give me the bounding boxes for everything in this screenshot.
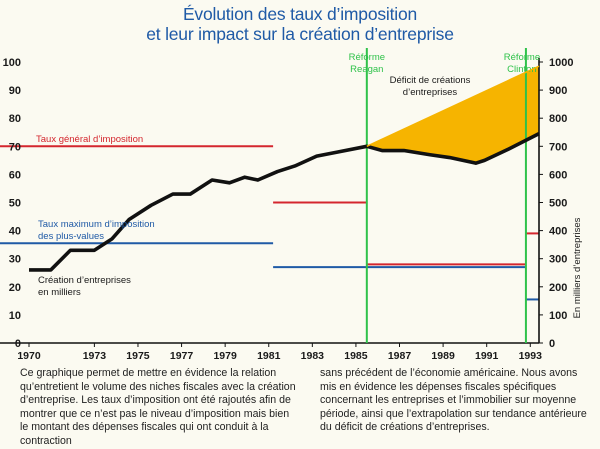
y-left-tick-label: 100 [3,57,21,69]
y-left-tick-label: 30 [9,254,21,266]
y-left-tick-label: 70 [9,141,21,153]
x-tick-label: 1979 [213,350,237,362]
deficit-label-line1: Déficit de créations [390,75,471,86]
x-tick-label: 1985 [344,350,368,362]
capital-gains-label-line1: Taux maximum d’imposition [38,219,155,230]
x-tick-label: 1987 [388,350,412,362]
caption-right: sans précédent de l’économie américaine.… [320,367,596,435]
y-left-tick-label: 40 [9,226,21,238]
reform-label-line1: Réforme [504,52,540,63]
y-right-tick-label: 700 [549,141,567,153]
reform-label-line1: Réforme [349,52,385,63]
x-tick-label: 1970 [17,350,41,362]
y-left-tick-label: 50 [9,198,21,210]
general-rate-label: Taux général d’imposition [36,134,143,145]
y-right-tick-label: 500 [549,198,567,210]
y-left-tick-label: 10 [9,310,21,322]
y-left-tick-label: 90 [9,85,21,97]
capital-gains-label-line2: des plus-values [38,231,104,242]
y-left-tick-label: 60 [9,169,21,181]
caption-left: Ce graphique permet de mettre en évidenc… [20,367,298,449]
x-tick-label: 1981 [257,350,281,362]
y-right-tick-label: 900 [549,85,567,97]
y-right-axis-label: En milliers d’entreprises [572,217,583,318]
y-right-tick-label: 100 [549,310,567,322]
x-tick-label: 1983 [301,350,325,362]
x-tick-label: 1975 [126,350,150,362]
y-left-tick-label: 80 [9,113,21,125]
x-tick-label: 1973 [83,350,107,362]
y-right-tick-label: 300 [549,254,567,266]
y-right-tick-label: 800 [549,113,567,125]
creation-label-line1: Création d’entreprises [38,275,131,286]
y-right-tick-label: 0 [549,338,555,350]
x-tick-label: 1991 [475,350,499,362]
y-right-tick-label: 400 [549,226,567,238]
y-left-tick-label: 20 [9,282,21,294]
x-tick-label: 1993 [519,350,543,362]
y-right-tick-label: 600 [549,169,567,181]
creation-label-line2: en milliers [38,287,81,298]
y-right-tick-label: 1000 [549,57,573,69]
x-tick-label: 1989 [431,350,455,362]
deficit-label-line2: d’entreprises [403,87,458,98]
x-tick-label: 1977 [170,350,194,362]
y-left-tick-label: 0 [15,338,21,350]
reform-label-line2: Reagan [350,64,383,75]
y-right-tick-label: 200 [549,282,567,294]
